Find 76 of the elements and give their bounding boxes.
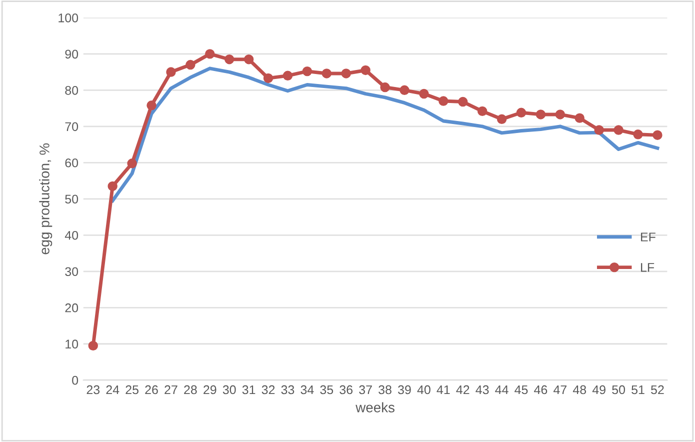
point [380,82,390,92]
legend-label: LF [641,263,654,272]
x-tick-label: 25 [126,385,138,394]
point [88,340,98,351]
x-tick-label: 23 [86,385,100,394]
point [205,49,215,59]
y-tick-label: 90 [65,50,78,59]
y-tick-label: 70 [65,122,78,132]
point [244,54,254,64]
y-tick-label: 0 [72,376,78,385]
point [186,60,196,70]
point [516,108,526,118]
line-series [110,66,660,202]
point [282,70,293,81]
point [574,113,584,123]
point [652,130,662,140]
point [224,54,234,64]
point [438,96,448,106]
x-tick-label: 30 [222,385,236,394]
point [614,125,624,135]
x-tick-label: 48 [572,385,586,394]
x-tick-label: 47 [554,385,566,394]
x-tick-label: 46 [534,385,548,394]
legend-label: EF [641,232,656,242]
x-tick-label: 49 [592,385,606,394]
y-tick-label: 20 [65,303,78,312]
y-tick-label: 60 [65,158,78,168]
x-axis-title: weeks [356,402,394,412]
point [302,66,312,76]
x-tick-label: 39 [398,385,411,394]
point [360,65,370,76]
y-tick-label: 10 [66,340,78,349]
x-tick-label: 38 [378,385,392,394]
point [146,100,156,110]
point [400,85,410,96]
x-tick-label: 36 [340,385,353,394]
x-tick-label: 29 [204,385,216,394]
point [341,68,351,78]
x-tick-label: 40 [417,385,430,394]
x-tick-label: 45 [514,385,528,394]
x-tick-label: 27 [164,385,178,394]
point [322,68,332,78]
point [263,73,274,84]
point [166,67,176,77]
x-tick-label: 34 [300,385,314,394]
x-tick-label: 35 [320,385,334,394]
point [477,106,488,116]
point [496,114,507,124]
x-tick-label: 33 [281,385,294,394]
y-tick-label: 80 [65,86,78,95]
point [127,158,137,168]
x-tick-label: 50 [612,385,626,394]
point [633,130,643,140]
x-tick-label: 24 [106,385,120,394]
y-tick-label: 50 [65,194,78,204]
x-tick-label: 28 [184,385,197,394]
x-tick-label: 31 [242,385,256,394]
x-tick-label: 42 [456,385,470,394]
point [536,110,546,120]
y-tick-label: 100 [58,13,78,22]
x-tick-label: 26 [145,385,158,394]
point [419,88,429,99]
x-tick-label: 51 [632,385,644,394]
x-tick-label: 37 [359,385,372,394]
x-tick-label: 32 [262,385,275,394]
point [555,110,566,120]
y-tick-label: 40 [64,230,78,240]
x-tick-label: 52 [651,385,664,394]
x-tick-label: 41 [436,385,450,394]
point [594,125,604,135]
point [108,181,118,192]
x-tick-label: 43 [476,385,489,394]
x-tick-label: 44 [495,385,508,394]
y-tick-label: 30 [65,267,78,276]
point [458,96,468,107]
y-axis-title: egg production, % [39,143,52,254]
